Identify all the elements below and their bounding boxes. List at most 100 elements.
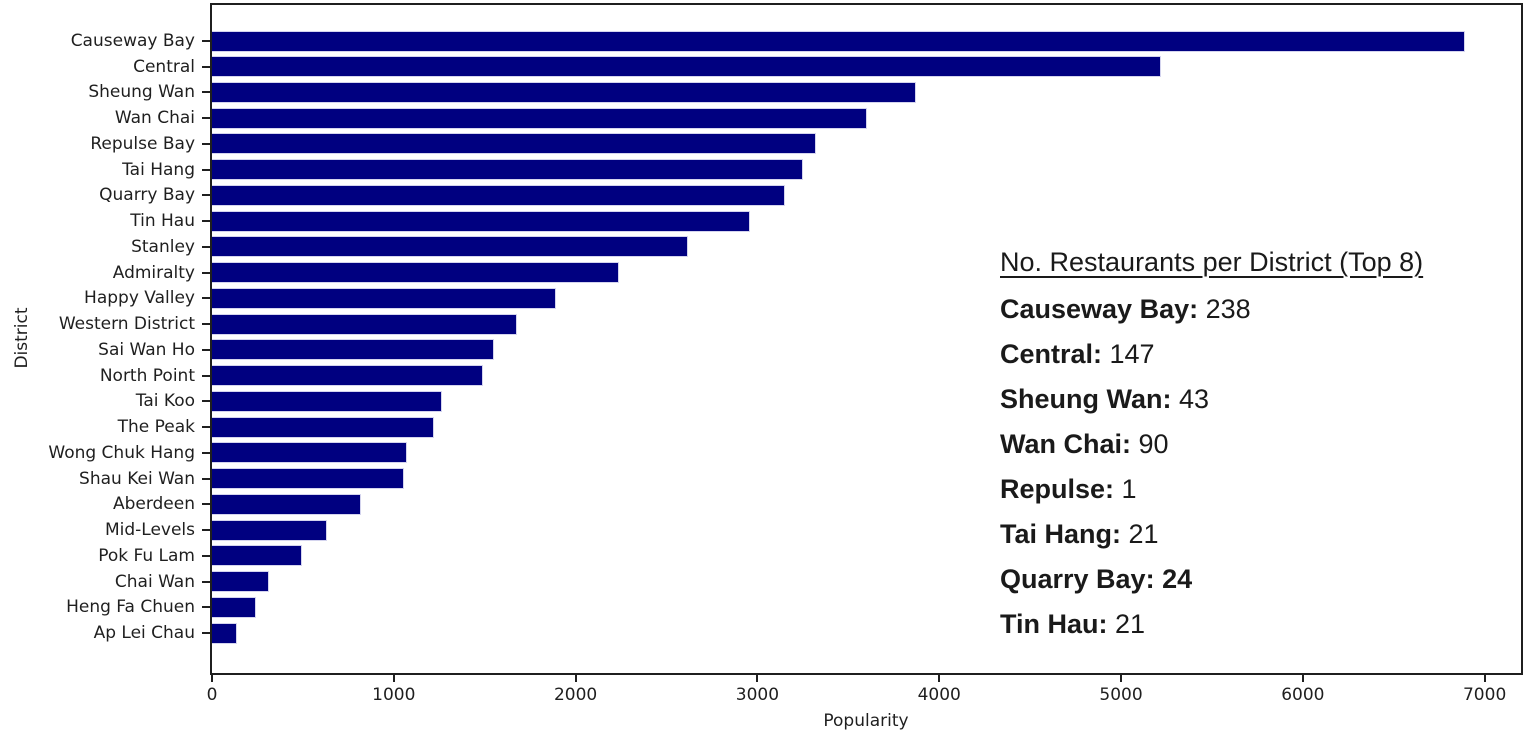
y-tick-label: North Point (99, 365, 195, 386)
y-tick-mark (202, 426, 210, 429)
x-tick-mark (574, 675, 577, 682)
y-tick-mark (202, 297, 210, 300)
bar-western-district (212, 313, 518, 335)
annotation-entry-value: 21 (1107, 609, 1146, 639)
x-tick-label: 6000 (1281, 685, 1325, 705)
y-tick-label: Wan Chai (114, 108, 195, 129)
y-tick-mark (202, 91, 210, 94)
y-tick-label: Stanley (131, 236, 195, 257)
y-tick-mark (202, 374, 210, 377)
bar-mid-levels (212, 519, 327, 541)
y-tick-mark (202, 65, 210, 68)
bar-sheung-wan (212, 81, 916, 103)
bar-causeway-bay (212, 30, 1465, 52)
x-tick-label: 3000 (735, 685, 780, 705)
x-tick-mark (392, 675, 395, 682)
y-tick-label: Sheung Wan (88, 82, 195, 103)
annotation-box: No. Restaurants per District (Top 8) Cau… (1000, 240, 1520, 647)
y-tick-label: Western District (58, 314, 195, 335)
y-tick-mark (202, 168, 210, 171)
bar-north-point (212, 365, 483, 387)
y-tick-label: Causeway Bay (70, 31, 195, 51)
bar-wong-chuk-hang (212, 442, 407, 464)
y-tick-label: Shau Kei Wan (79, 468, 195, 489)
bar-central (212, 56, 1162, 78)
y-tick-mark (202, 117, 210, 120)
y-tick-label: Mid-Levels (104, 520, 195, 541)
y-tick-label: Quarry Bay (99, 185, 195, 206)
y-tick-mark (202, 245, 210, 248)
y-tick-mark (202, 400, 210, 403)
annotation-entry-value: 238 (1198, 294, 1251, 324)
x-tick-mark (1120, 675, 1123, 682)
bar-aberdeen (212, 493, 362, 515)
x-tick-label: 1000 (372, 685, 416, 705)
bar-quarry-bay (212, 184, 785, 206)
y-tick-label: Happy Valley (84, 288, 195, 309)
y-tick-label: Central (133, 56, 195, 77)
annotation-entries: Causeway Bay: 238 Central: 147 Sheung Wan:… (1000, 287, 1520, 647)
x-tick-label: 5000 (1099, 685, 1143, 705)
bar-heng-fa-chuen (212, 596, 256, 618)
annotation-entry-value: 1 (1114, 474, 1137, 504)
y-tick-mark (202, 40, 210, 42)
bar-tin-hau (212, 210, 751, 232)
y-tick-mark (202, 503, 210, 506)
bar-chai-wan (212, 571, 270, 593)
annotation-entry-value: 43 (1171, 384, 1210, 414)
annotation-entry-label: Causeway Bay: (1000, 294, 1199, 324)
plot-area (210, 3, 1523, 675)
y-tick-label: Repulse Bay (90, 133, 195, 154)
y-tick-mark (202, 606, 210, 609)
y-tick-label: Sai Wan Ho (98, 339, 195, 360)
annotation-entry: Causeway Bay: 238 (1000, 287, 1520, 332)
y-tick-mark (202, 142, 210, 145)
bar-stanley (212, 236, 689, 258)
y-tick-mark (202, 271, 210, 274)
bar-wan-chai (212, 107, 867, 129)
y-tick-mark (202, 348, 210, 351)
annotation-entry-label: Wan Chai: (1000, 429, 1131, 459)
x-tick-mark (756, 675, 759, 682)
y-tick-label: Aberdeen (112, 494, 195, 515)
annotation-entry: Repulse: 1 (1000, 467, 1520, 512)
y-tick-mark (202, 194, 210, 197)
x-tick-mark (1301, 675, 1304, 682)
y-tick-mark (202, 554, 210, 557)
y-tick-labels: Causeway Bay Central Sheung Wan Wan Chai Rep… (0, 3, 202, 675)
annotation-entry-value: 90 (1131, 429, 1169, 459)
y-tick-mark (202, 477, 210, 480)
annotation-entry-label: Quarry Bay: (1000, 564, 1155, 594)
y-tick-mark (202, 451, 210, 454)
y-tick-mark (202, 323, 210, 326)
bar-pok-fu-lam (212, 545, 302, 567)
y-tick-mark (202, 632, 210, 635)
x-axis: 0 1000 2000 3000 4000 5000 6000 7000 (207, 675, 1521, 715)
bar-tai-koo (212, 390, 442, 412)
y-tick-label: Wong Chuk Hang (48, 442, 195, 463)
bar-the-peak (212, 416, 434, 438)
y-tick-label: The Peak (117, 417, 195, 438)
bar-admiralty (212, 262, 620, 284)
annotation-entry: Tai Hang: 21 (1000, 512, 1520, 557)
annotation-entry: Central: 147 (1000, 332, 1520, 377)
y-tick-label: Tai Hang (122, 159, 195, 180)
annotation-entry-value: 24 (1154, 564, 1193, 594)
y-tick-label: Pok Fu Lam (98, 545, 195, 566)
y-tick-label: Ap Lei Chau (93, 623, 195, 644)
annotation-entry-label: Tai Hang: (1000, 519, 1121, 549)
annotation-title: No. Restaurants per District (Top 8) (1000, 247, 1424, 277)
x-axis-title: Popularity (823, 711, 909, 731)
x-tick-label: 0 (206, 685, 218, 705)
bar-repulse-bay (212, 133, 816, 155)
y-tick-label: Tai Koo (135, 391, 195, 412)
x-tick-mark (211, 675, 213, 682)
bar-ap-lei-chau (212, 622, 238, 644)
bar-happy-valley (212, 287, 556, 309)
x-tick-label: 2000 (553, 685, 598, 705)
y-tick-mark (202, 529, 210, 532)
y-tick-label: Tin Hau (130, 211, 195, 232)
annotation-entry-label: Repulse: (1000, 474, 1115, 504)
annotation-entry: Sheung Wan: 43 (1000, 377, 1520, 422)
